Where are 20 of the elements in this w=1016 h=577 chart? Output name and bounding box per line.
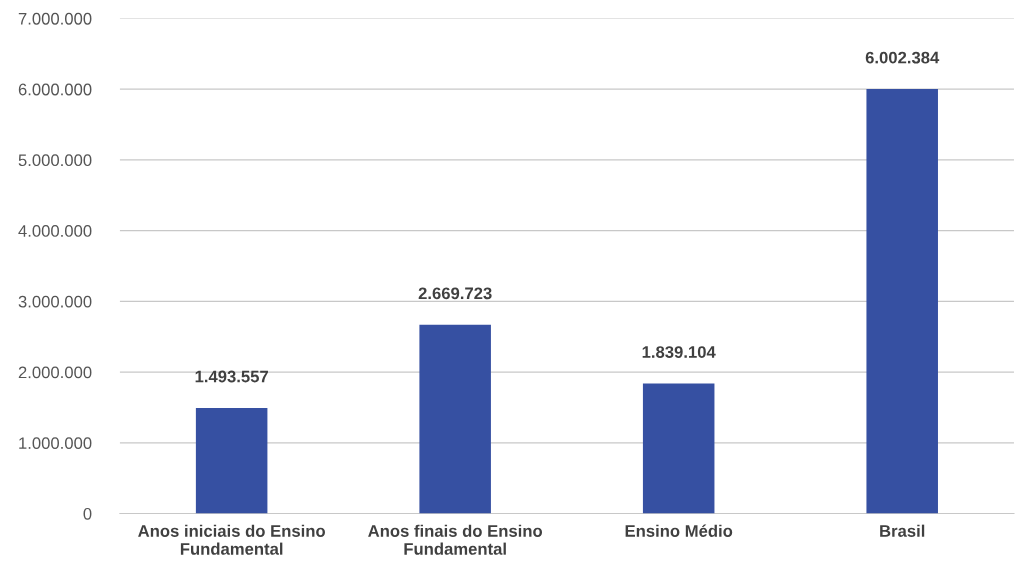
x-tick-label: Ensino Médio: [625, 524, 733, 537]
data-label: 1.839.104: [642, 346, 716, 358]
x-tick-label: Brasil: [880, 524, 925, 537]
y-tick-label: 2.000.000: [18, 366, 92, 379]
y-tick-label: 3.000.000: [18, 295, 92, 308]
bar: [642, 383, 715, 514]
y-tick-label: 6.000.000: [18, 83, 92, 96]
y-tick-label: 7.000.000: [18, 12, 92, 25]
y-tick-label: 4.000.000: [18, 225, 92, 237]
data-label: 6.002.384: [865, 51, 940, 64]
x-tick-label: Anos iniciais do Ensino Fundamental: [138, 524, 325, 555]
bar: [419, 324, 491, 514]
data-label: 1.493.557: [195, 370, 268, 383]
y-tick-label: 0: [83, 507, 92, 520]
data-label: 2.669.723: [418, 287, 492, 300]
bar: [866, 89, 938, 514]
x-tick-label: Anos finais do Ensino Fundamental: [368, 524, 543, 555]
y-tick-label: 5.000.000: [18, 154, 92, 167]
y-tick-label: 1.000.000: [19, 437, 92, 450]
bar: [195, 407, 268, 514]
